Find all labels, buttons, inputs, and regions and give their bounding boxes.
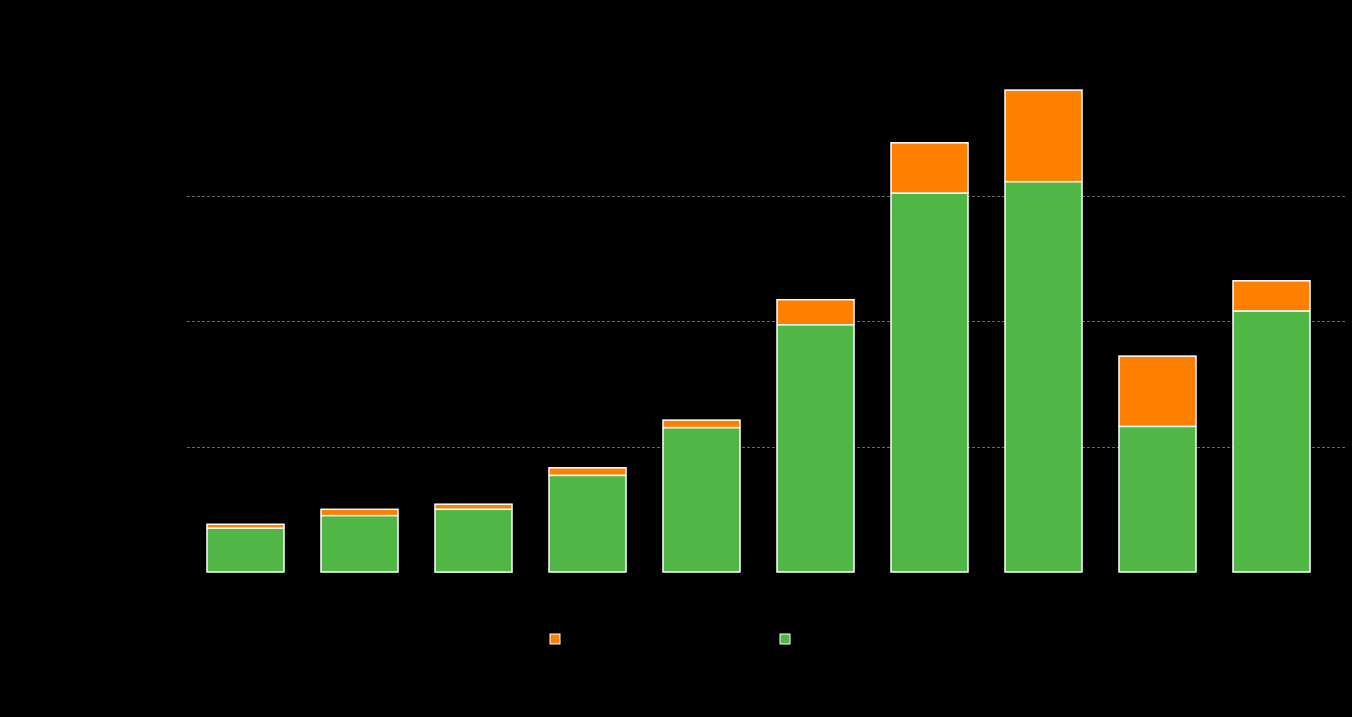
bar-series0-0 [206,527,285,573]
bar-series0-3 [548,474,627,573]
bar-series0-2 [434,508,513,573]
bar-series1-6 [890,142,969,194]
bars [206,89,1311,573]
bar-series1-1 [320,508,399,517]
bar-series1-8 [1118,355,1197,428]
bar-series0-6 [890,192,969,573]
bar-series1-0 [206,523,285,529]
bar-series1-3 [548,467,627,477]
bar-series0-5 [776,324,855,573]
bar-series1-5 [776,298,855,326]
bar-series1-7 [1004,89,1083,183]
legend [549,633,791,645]
bar-series0-8 [1118,425,1197,573]
bar-series0-1 [320,514,399,573]
bar-series1-2 [434,503,513,510]
bar-series0-9 [1232,310,1311,573]
bar-series0-4 [662,426,741,573]
bar-series0-7 [1004,180,1083,573]
legend-swatch-series1 [549,633,561,645]
bar-series1-4 [662,419,741,429]
legend-swatch-series0 [779,633,791,645]
bar-series1-9 [1232,280,1311,312]
